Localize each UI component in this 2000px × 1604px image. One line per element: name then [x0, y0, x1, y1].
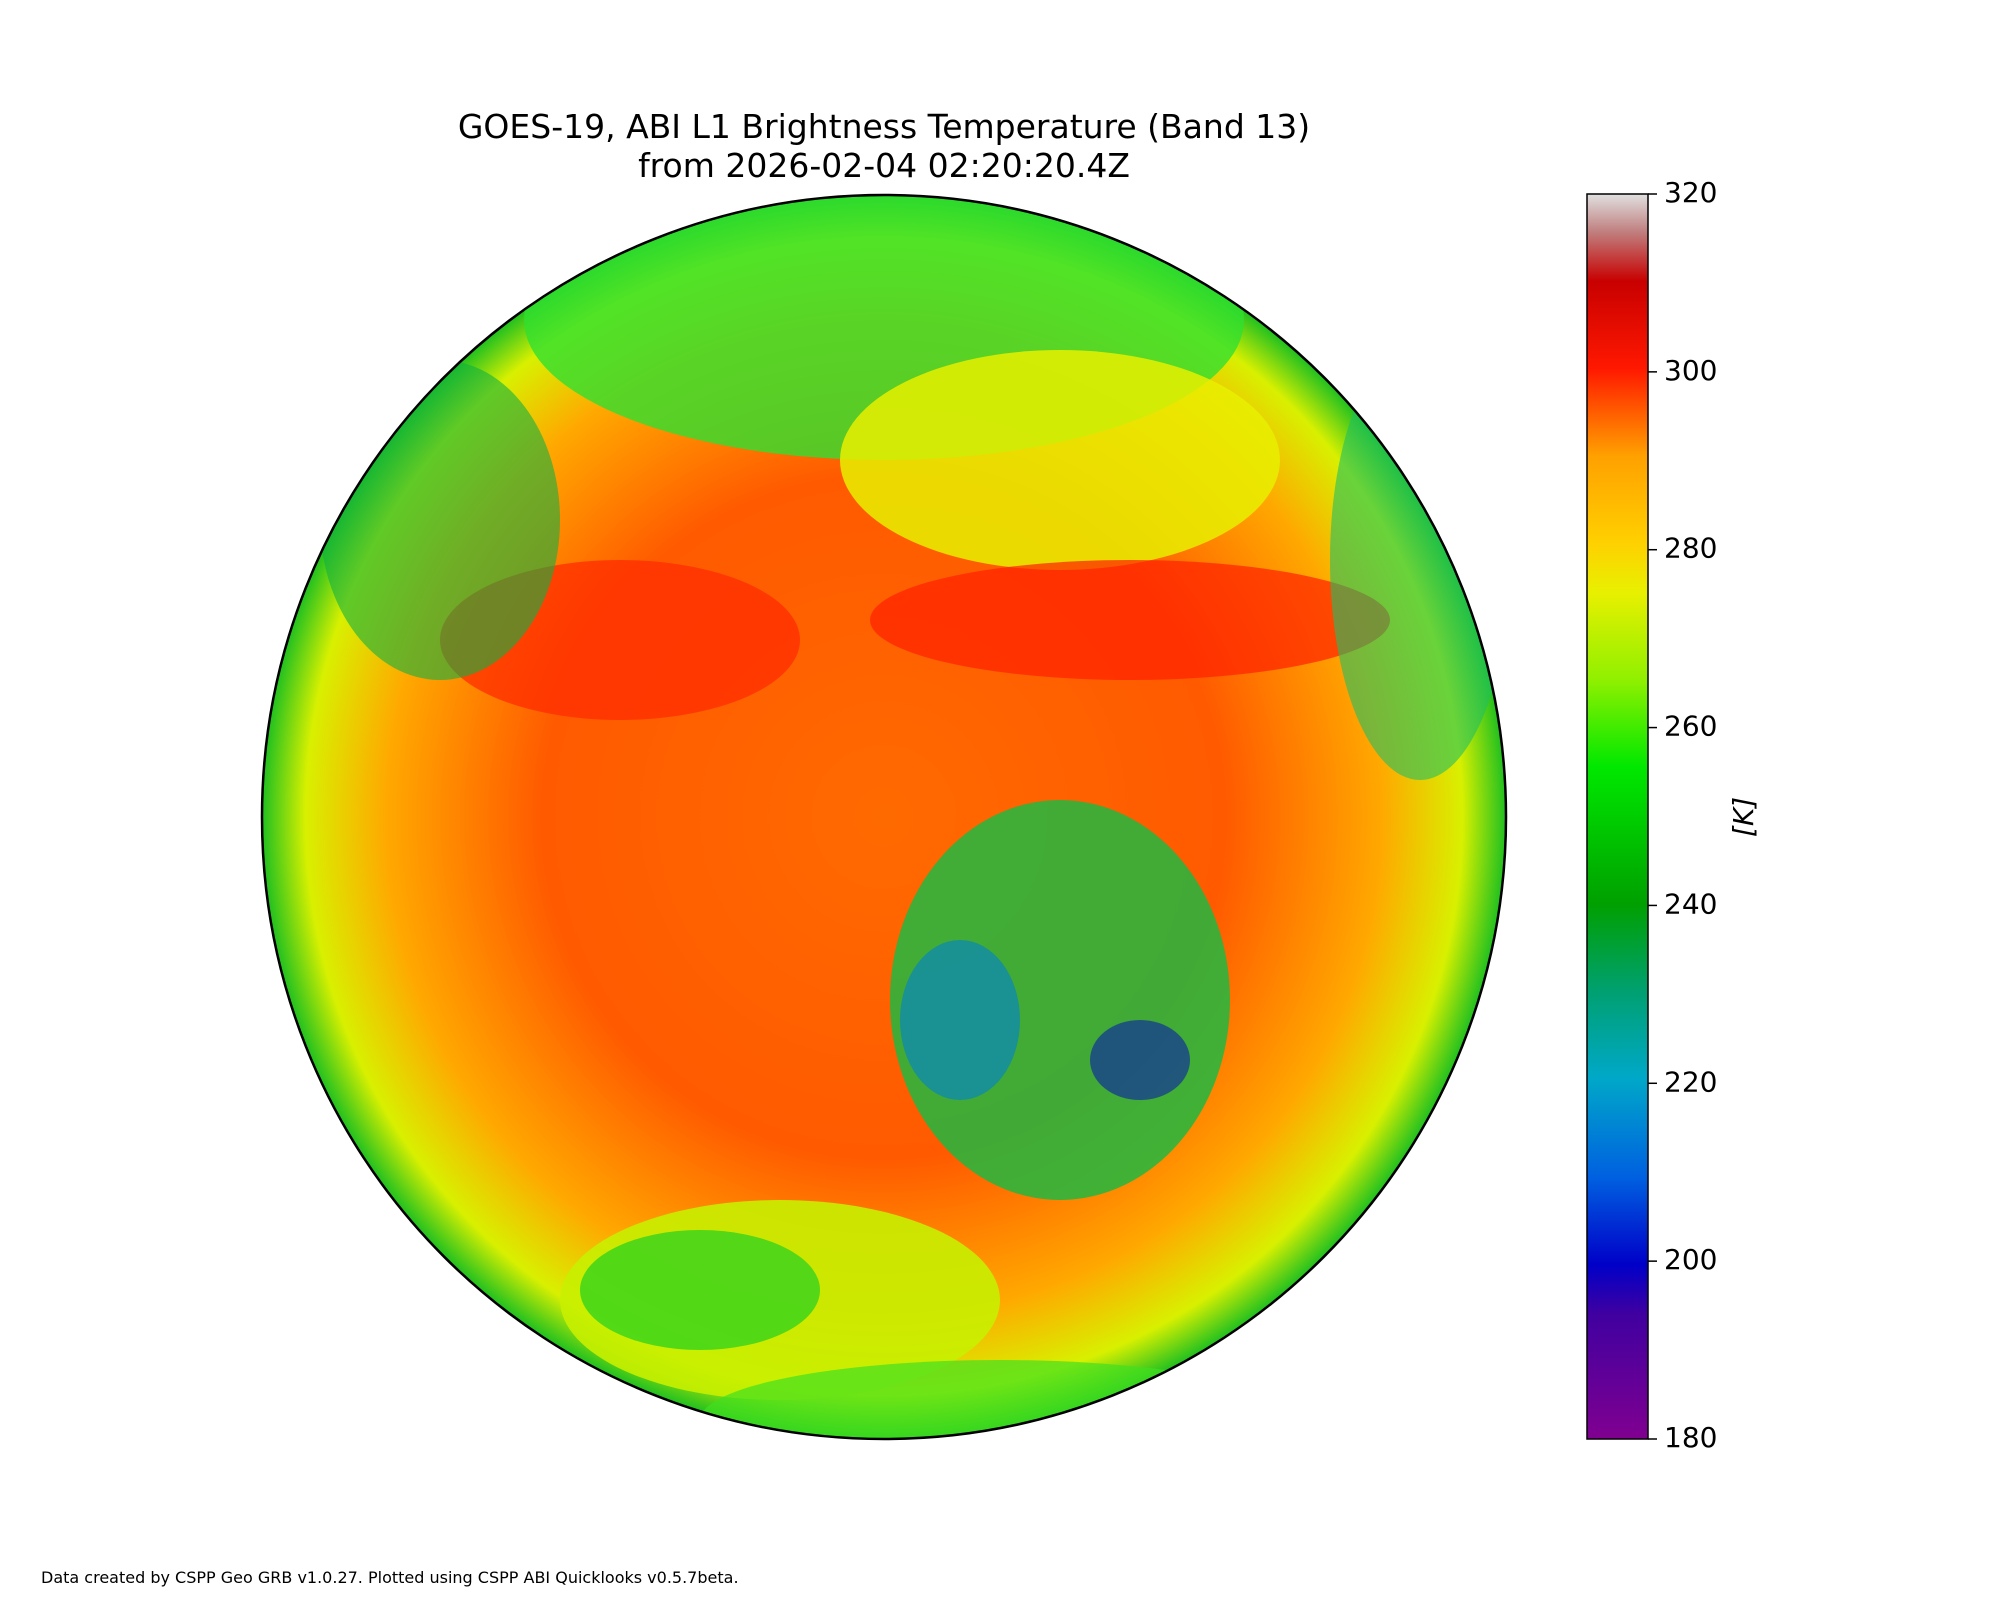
colorbar-tick-label: 300 — [1664, 354, 1717, 387]
colorbar-tick-label: 320 — [1664, 176, 1717, 209]
colorbar-tick-label: 240 — [1664, 887, 1717, 920]
colorbar-tick-label: 280 — [1664, 532, 1717, 565]
title-line: GOES-19, ABI L1 Brightness Temperature (… — [458, 107, 1310, 146]
subtitle-line: from 2026-02-04 02:20:20.4Z — [638, 146, 1130, 185]
colorbar — [1586, 193, 1649, 1440]
colorbar-tick-label: 260 — [1664, 710, 1717, 743]
colorbar-tick-label: 180 — [1664, 1421, 1717, 1454]
colorbar-tick-label: 200 — [1664, 1243, 1717, 1276]
colorbar-label: [K] — [1727, 797, 1760, 837]
footer: Data created by CSPP Geo GRB v1.0.27. Pl… — [41, 1568, 739, 1587]
globe — [260, 193, 1508, 1441]
colorbar-tick-label: 220 — [1664, 1065, 1717, 1098]
